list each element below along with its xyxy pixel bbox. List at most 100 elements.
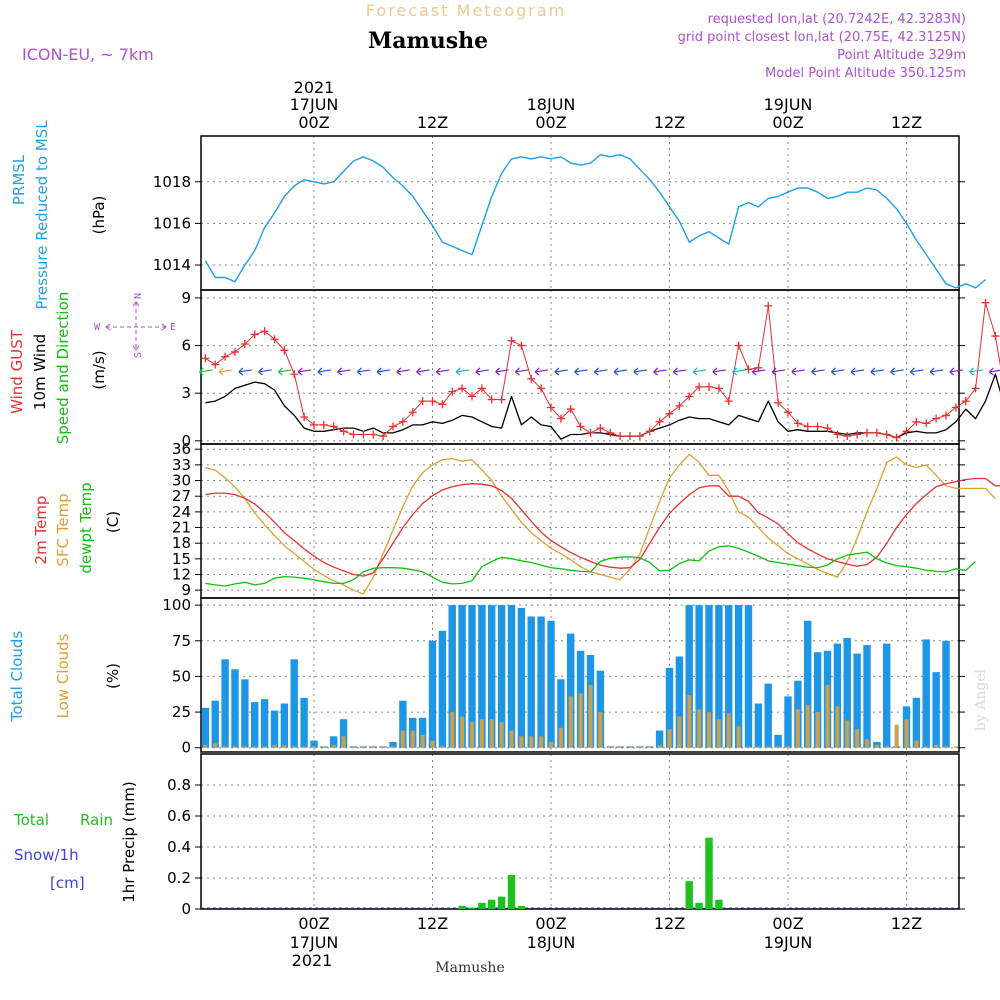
- rain-bar: [458, 905, 466, 909]
- wind-direction-arrow: [554, 367, 568, 376]
- low-cloud-bar: [302, 746, 307, 748]
- gust-marker: [359, 430, 368, 439]
- y-tick-label: 18: [172, 534, 191, 552]
- low-cloud-bar: [637, 746, 642, 748]
- y-tick-label: 12: [172, 566, 191, 584]
- total-cloud-bar: [725, 605, 733, 748]
- low-cloud-bar: [400, 730, 405, 748]
- gust-marker: [981, 298, 990, 307]
- label-2m-temp: 2m Temp: [32, 496, 50, 565]
- panel-wind: 0 3 6 9: [181, 289, 1000, 450]
- wind-direction-arrow: [198, 367, 213, 376]
- total-cloud-bar: [843, 637, 851, 748]
- gust-marker: [872, 428, 881, 437]
- gust-marker: [734, 341, 743, 350]
- total-cloud-bar: [221, 659, 229, 748]
- gust-marker: [477, 384, 486, 393]
- watermark: by Angel: [973, 668, 989, 731]
- gust-marker: [547, 403, 555, 412]
- gust-marker: [635, 432, 644, 441]
- wind-direction-arrow: [712, 367, 726, 376]
- gust-marker: [784, 408, 792, 417]
- total-cloud-bar: [873, 742, 881, 748]
- gust-marker: [616, 432, 625, 441]
- wind-direction-arrow: [653, 367, 667, 376]
- low-cloud-bar: [420, 734, 425, 748]
- y-tick-label: 9: [181, 289, 191, 307]
- total-cloud-bar: [251, 702, 259, 748]
- bottom-time-label: 12Z: [417, 914, 448, 933]
- wind-direction-arrow: [988, 367, 1000, 376]
- gust-marker: [349, 430, 358, 439]
- gust-marker: [882, 430, 891, 439]
- low-cloud-bar: [914, 740, 919, 748]
- low-cloud-bar: [203, 744, 208, 748]
- y-tick-label: 27: [172, 487, 191, 505]
- total-cloud-bar: [428, 640, 437, 748]
- low-cloud-bar: [470, 722, 475, 748]
- temp-labels: 2m Temp SFC Temp dewpt Temp (C): [32, 482, 122, 573]
- low-cloud-bar: [282, 744, 287, 748]
- y-tick-label: 0.2: [167, 869, 191, 887]
- y-tick-label: 75: [172, 632, 191, 650]
- low-cloud-bar: [252, 746, 257, 748]
- wind-direction-arrow: [850, 367, 865, 376]
- panel-frame: [200, 597, 960, 753]
- low-cloud-bar: [647, 746, 652, 748]
- bottom-time-label: 12Z: [654, 914, 685, 933]
- rain-bar: [478, 902, 486, 909]
- page-title: Mamushe: [368, 28, 488, 54]
- gust-marker: [685, 392, 694, 401]
- wind-direction-arrow: [258, 367, 272, 376]
- gust-marker: [714, 384, 723, 393]
- wind-direction-arrow: [574, 367, 588, 376]
- low-cloud-bar: [321, 746, 326, 748]
- y-tick-label: 9: [181, 581, 191, 599]
- top-time-label: 12Z: [891, 113, 922, 132]
- compass-rose: N S W E: [94, 293, 176, 358]
- gust-marker: [448, 387, 457, 396]
- panel-frame: [200, 289, 960, 445]
- footer-title: Mamushe: [435, 960, 504, 976]
- total-cloud-bar: [300, 697, 308, 748]
- low-cloud-bar: [835, 706, 840, 748]
- total-cloud-bar: [418, 717, 427, 748]
- low-cloud-bar: [272, 744, 277, 748]
- gust-marker: [991, 332, 1000, 341]
- total-cloud-bar: [241, 679, 249, 748]
- gust-marker: [813, 422, 822, 431]
- label-total: Total: [13, 811, 49, 829]
- total-cloud-bar: [942, 640, 950, 748]
- low-cloud-bar: [312, 746, 317, 748]
- gust-marker: [665, 409, 674, 418]
- dewpt-line: [205, 545, 977, 587]
- total-cloud-bar: [260, 699, 269, 748]
- gust-marker: [951, 403, 960, 412]
- label-celsius: (C): [104, 511, 122, 533]
- wind-direction-arrow: [929, 367, 944, 376]
- label-wind-gust: Wind GUST: [8, 329, 26, 414]
- total-cloud-bar: [468, 605, 476, 748]
- low-cloud-bar: [539, 736, 544, 748]
- low-cloud-bar: [509, 730, 514, 748]
- total-cloud-bar: [764, 683, 772, 748]
- label-rain: Rain: [80, 811, 113, 829]
- wind-direction-arrow: [949, 367, 963, 376]
- total-cloud-bar: [695, 605, 703, 748]
- total-cloud-bar: [853, 653, 861, 748]
- gust-marker: [280, 346, 289, 355]
- low-cloud-bar: [667, 729, 672, 748]
- label-speed-direction: Speed and Direction: [54, 292, 72, 445]
- low-cloud-bar: [608, 746, 613, 748]
- total-cloud-bar: [537, 616, 545, 748]
- low-cloud-bar: [213, 743, 218, 748]
- total-cloud-bar: [715, 605, 723, 748]
- low-cloud-bar: [361, 746, 366, 748]
- label-prmsl: PRMSL: [10, 154, 28, 205]
- wind-gust-line: [205, 302, 1000, 439]
- gust-marker: [655, 417, 664, 426]
- total-cloud-bar: [922, 639, 930, 748]
- gust-marker: [339, 427, 348, 436]
- grid-coords: grid point closest lon,lat (20.75E, 42.3…: [678, 30, 966, 45]
- y-tick-label: 1018: [153, 173, 191, 191]
